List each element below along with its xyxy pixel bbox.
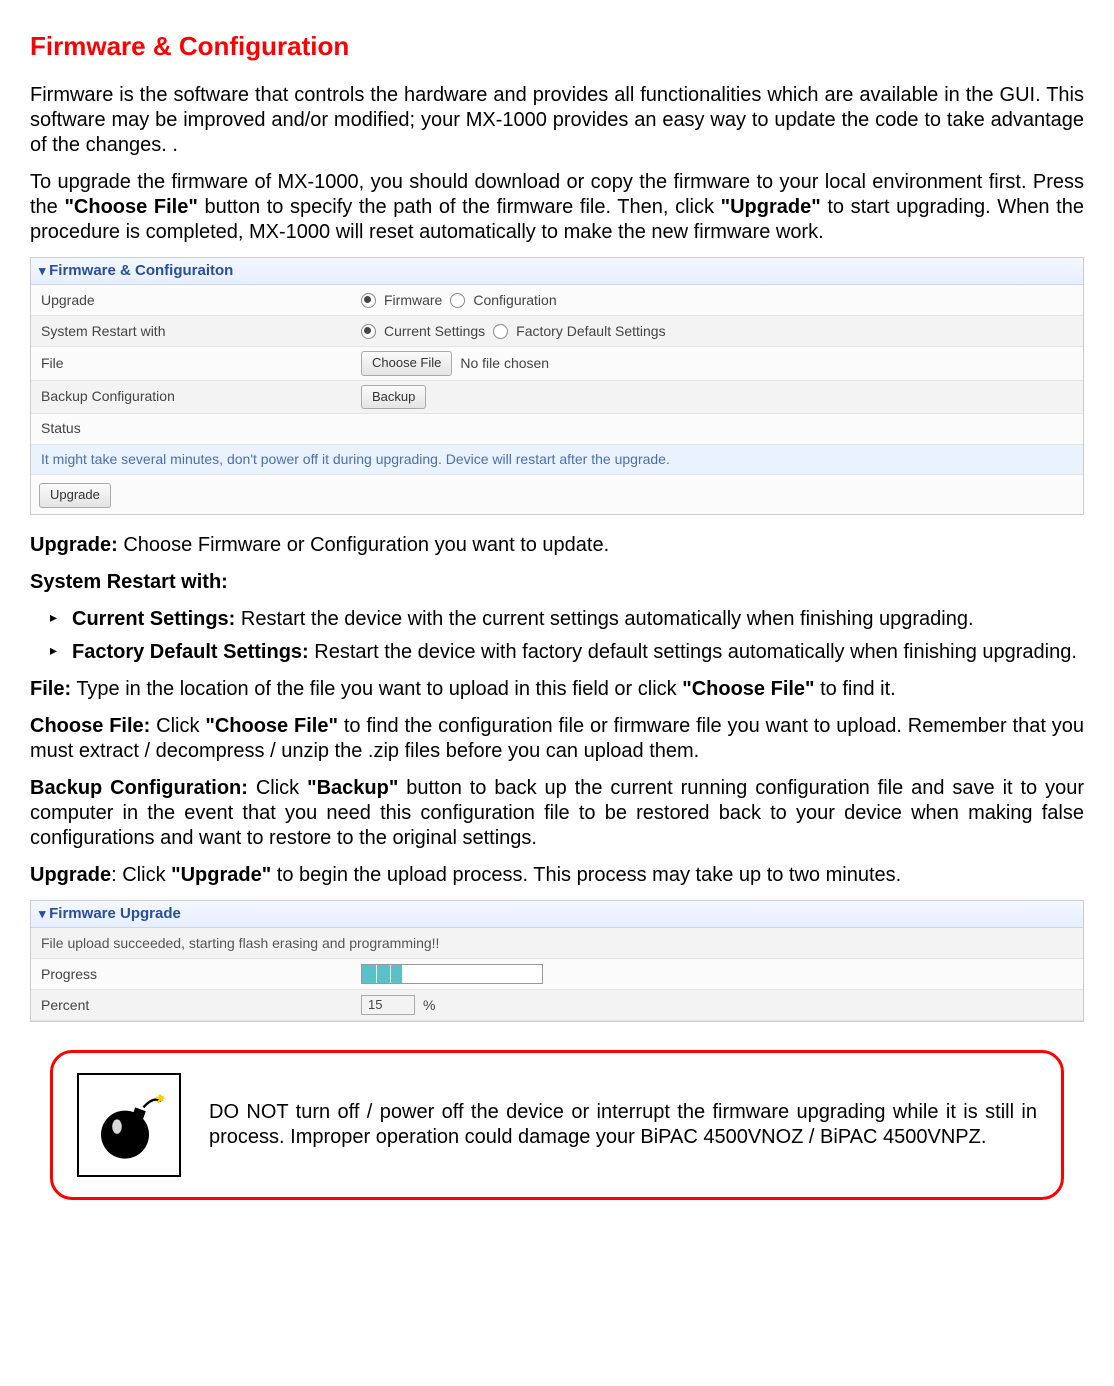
text: Restart the device with factory default … [309, 641, 1077, 663]
label: Factory Default Settings: [72, 641, 309, 663]
upgrade-button[interactable]: Upgrade [39, 483, 111, 507]
label: File: [30, 678, 71, 700]
warning-box: DO NOT turn off / power off the device o… [50, 1050, 1064, 1200]
radio-firmware-label: Firmware [384, 292, 442, 310]
warning-text: DO NOT turn off / power off the device o… [209, 1100, 1037, 1150]
label: Choose File: [30, 715, 150, 737]
radio-firmware[interactable] [361, 293, 376, 308]
bullet-current-settings: Current Settings: Restart the device wit… [72, 607, 1084, 632]
desc-choose-file: Choose File: Click "Choose File" to find… [30, 714, 1084, 764]
radio-current-label: Current Settings [384, 323, 485, 341]
radio-configuration-label: Configuration [473, 292, 556, 310]
label: Current Settings: [72, 608, 235, 630]
desc-backup: Backup Configuration: Click "Backup" but… [30, 776, 1084, 851]
intro-paragraph-2: To upgrade the firmware of MX-1000, you … [30, 170, 1084, 245]
ref: "Choose File" [682, 678, 814, 700]
text: Click [150, 715, 205, 737]
text: to begin the upload process. This proces… [271, 864, 901, 886]
label: Upgrade: [30, 534, 118, 556]
upgrade-ref: "Upgrade" [721, 196, 821, 218]
percent-value: 15 [361, 995, 415, 1015]
radio-factory-label: Factory Default Settings [516, 323, 665, 341]
label-upgrade: Upgrade [31, 288, 351, 314]
text: to find it. [815, 678, 896, 700]
label-file: File [31, 351, 351, 377]
upload-message: File upload succeeded, starting flash er… [31, 931, 449, 957]
label-percent: Percent [31, 993, 351, 1019]
row-upgrade: Upgrade Firmware Configuration [31, 285, 1083, 316]
label-backup: Backup Configuration [31, 384, 351, 410]
panel2-header: Firmware Upgrade [31, 901, 1083, 929]
text: : Click [111, 864, 171, 886]
text: Type in the location of the file you wan… [71, 678, 682, 700]
row-backup: Backup Configuration Backup [31, 381, 1083, 414]
row-file: File Choose File No file chosen [31, 347, 1083, 380]
percent-unit: % [423, 997, 435, 1015]
ref: "Backup" [307, 777, 398, 799]
firmware-config-panel: Firmware & Configuraiton Upgrade Firmwar… [30, 257, 1084, 515]
ref: "Upgrade" [171, 864, 271, 886]
label-progress: Progress [31, 962, 351, 988]
no-file-text: No file chosen [460, 355, 549, 373]
row-restart: System Restart with Current Settings Fac… [31, 316, 1083, 347]
text: Click [248, 777, 307, 799]
panel-header: Firmware & Configuraiton [31, 258, 1083, 286]
bomb-icon [77, 1073, 181, 1177]
ref: "Choose File" [205, 715, 338, 737]
bullet-factory-default: Factory Default Settings: Restart the de… [72, 640, 1084, 665]
label: Upgrade [30, 864, 111, 886]
text: Restart the device with the current sett… [235, 608, 973, 630]
backup-button[interactable]: Backup [361, 385, 426, 409]
row-progress: Progress [31, 959, 1083, 990]
progress-fill [362, 965, 402, 983]
intro-paragraph-1: Firmware is the software that controls t… [30, 83, 1084, 158]
desc-file: File: Type in the location of the file y… [30, 677, 1084, 702]
radio-current-settings[interactable] [361, 324, 376, 339]
choose-file-ref: "Choose File" [64, 196, 197, 218]
row-upload-msg: File upload succeeded, starting flash er… [31, 928, 1083, 959]
row-percent: Percent 15 % [31, 990, 1083, 1021]
desc-upgrade: Upgrade: Choose Firmware or Configuratio… [30, 533, 1084, 558]
desc-upgrade-action: Upgrade: Click "Upgrade" to begin the up… [30, 863, 1084, 888]
choose-file-button[interactable]: Choose File [361, 351, 452, 375]
page-title: Firmware & Configuration [30, 30, 1084, 63]
desc-sysrestart-heading: System Restart with: [30, 570, 1084, 595]
progress-bar [361, 964, 543, 984]
radio-factory-default[interactable] [493, 324, 508, 339]
radio-configuration[interactable] [450, 293, 465, 308]
firmware-upgrade-panel: Firmware Upgrade File upload succeeded, … [30, 900, 1084, 1023]
panel-note: It might take several minutes, don't pow… [31, 445, 1083, 476]
text: button to specify the path of the firmwa… [198, 196, 721, 218]
label-status: Status [31, 416, 351, 442]
text: Choose Firmware or Configuration you wan… [118, 534, 609, 556]
row-status: Status [31, 414, 1083, 445]
label-restart: System Restart with [31, 319, 351, 345]
label: Backup Configuration: [30, 777, 248, 799]
